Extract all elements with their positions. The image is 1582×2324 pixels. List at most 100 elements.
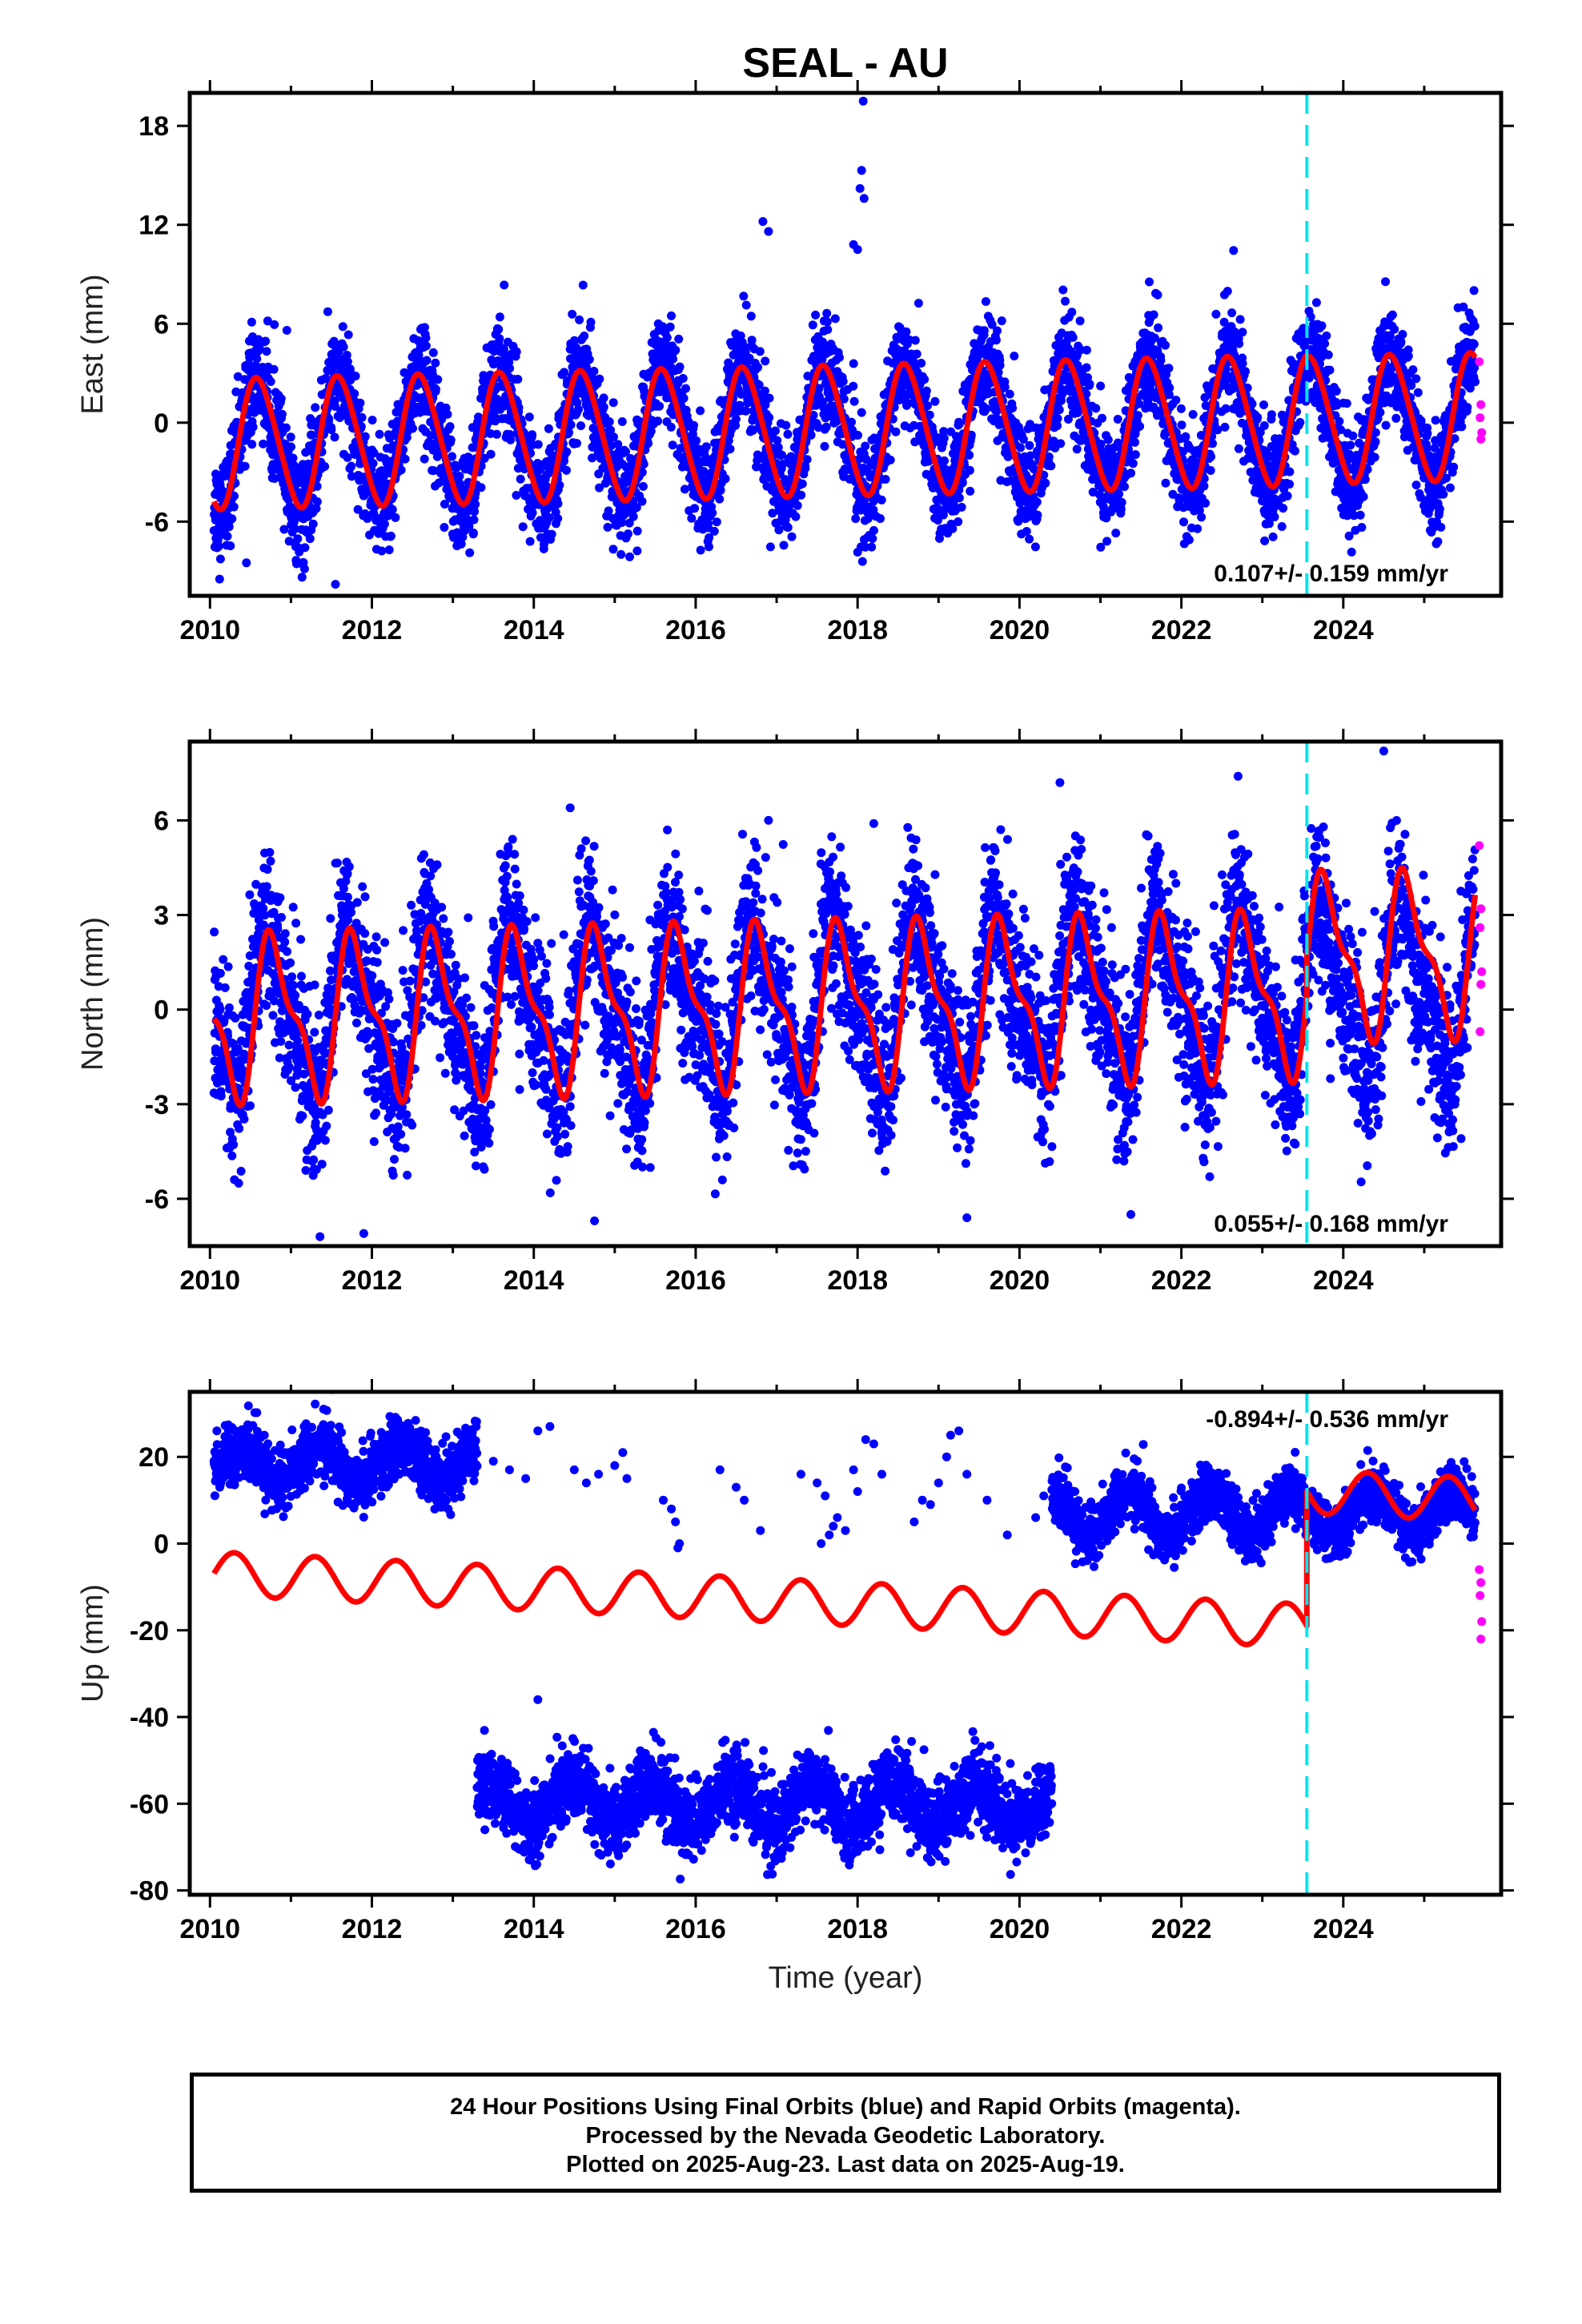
data-point: [632, 503, 641, 513]
data-point: [965, 465, 974, 475]
data-point: [544, 424, 553, 433]
data-point: [386, 531, 396, 541]
data-point: [586, 317, 596, 327]
data-point: [1022, 527, 1031, 536]
data-point: [822, 317, 832, 327]
data-point: [1317, 321, 1327, 331]
data-point: [1111, 529, 1121, 538]
data-point: [494, 324, 504, 334]
data-point: [288, 453, 298, 463]
data-point: [668, 440, 677, 450]
data-point: [689, 420, 698, 430]
data-point: [1016, 443, 1026, 452]
data-point: [1331, 386, 1341, 396]
data-point: [741, 406, 751, 416]
data-point: [1381, 277, 1390, 287]
data-point: [1177, 420, 1186, 430]
data-point: [1032, 497, 1042, 507]
data-point: [861, 441, 870, 451]
data-point: [1044, 452, 1054, 461]
data-point: [468, 529, 478, 537]
data-point: [920, 375, 930, 384]
data-point: [408, 424, 417, 433]
data-point: [263, 316, 272, 326]
data-point: [575, 315, 584, 324]
data-point: [835, 352, 844, 362]
data-point: [982, 404, 991, 413]
data-point: [293, 534, 303, 544]
data-point: [637, 468, 647, 477]
data-point: [632, 526, 642, 536]
data-point: [1311, 298, 1321, 308]
data-point: [476, 483, 486, 493]
data-point: [289, 517, 299, 527]
data-point: [954, 517, 963, 526]
data-point: [604, 506, 613, 516]
data-point: [290, 524, 299, 533]
data-point: [753, 363, 763, 372]
data-point: [1267, 410, 1276, 420]
data-point: [604, 417, 614, 427]
data-point: [802, 455, 812, 464]
data-point: [1291, 446, 1299, 456]
data-point: [588, 453, 597, 463]
data-point: [547, 529, 556, 539]
data-point: [1135, 421, 1145, 431]
data-point: [571, 390, 580, 400]
data-point: [350, 389, 359, 398]
data-point: [1075, 316, 1085, 326]
data-point: [1227, 308, 1237, 318]
chart-title: SEAL - AU: [742, 40, 948, 86]
data-point: [1277, 522, 1287, 531]
data-point: [923, 401, 932, 411]
data-point: [513, 375, 523, 384]
data-point: [954, 420, 964, 429]
data-point: [755, 347, 765, 356]
data-point: [1390, 324, 1399, 334]
data-point: [876, 514, 885, 523]
data-point: [566, 420, 576, 429]
data-point: [1128, 459, 1138, 468]
data-point: [262, 347, 271, 356]
data-point: [492, 429, 501, 439]
data-point: [954, 493, 964, 503]
data-point: [1145, 277, 1154, 287]
data-point: [343, 330, 353, 340]
data-point: [925, 410, 934, 420]
data-point: [369, 448, 379, 457]
data-point: [820, 441, 829, 451]
data-point: [1085, 380, 1094, 388]
data-point: [1067, 308, 1077, 317]
east-plot-area: [209, 93, 1487, 596]
data-point: [867, 542, 877, 552]
data-point: [857, 557, 867, 566]
data-point: [1114, 489, 1124, 499]
data-point: [495, 334, 504, 344]
data-point: [869, 525, 878, 535]
data-point: [1259, 400, 1268, 409]
data-point: [464, 453, 474, 463]
data-point: [512, 491, 521, 500]
data-point: [910, 336, 920, 345]
data-point: [639, 460, 648, 468]
data-point: [1323, 350, 1333, 360]
data-point: [233, 372, 243, 381]
data-point: [741, 300, 751, 310]
data-point: [528, 508, 537, 517]
data-point: [1153, 290, 1162, 300]
data-point: [847, 417, 856, 427]
data-point: [327, 425, 336, 435]
data-point: [607, 440, 616, 450]
data-point: [343, 357, 352, 367]
data-point: [708, 509, 717, 517]
data-point: [746, 312, 756, 321]
data-point: [981, 297, 990, 306]
data-point: [679, 393, 689, 403]
data-point: [939, 433, 949, 443]
data-point: [1176, 404, 1186, 413]
data-point: [1161, 340, 1170, 350]
data-point: [396, 465, 406, 475]
data-point: [1241, 367, 1250, 376]
data-point: [338, 322, 347, 332]
data-point: [1098, 413, 1106, 423]
